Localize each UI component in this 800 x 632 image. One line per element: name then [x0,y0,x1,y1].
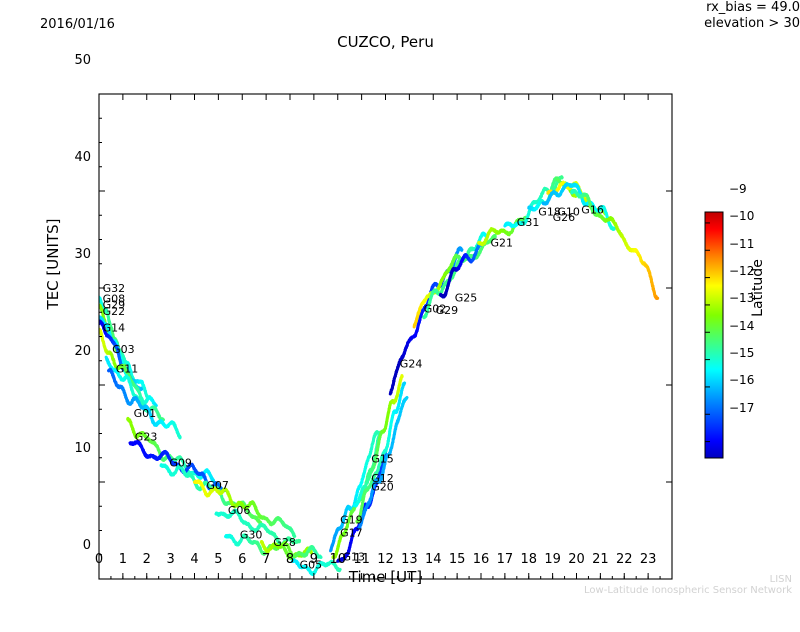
elevation-text: elevation > 30 [0,16,800,32]
watermark-line-2: Low-Latitude Ionospheric Sensor Network [584,585,792,596]
date-label: 2016/01/16 [40,17,115,32]
y-axis-label: TEC [UNITS] [44,164,62,364]
plot-canvas: 2016/01/16 rx_bias = 49.0 elevation > 30… [0,0,800,600]
lisn-watermark: LISN Low-Latitude Ionospheric Sensor Net… [584,574,792,596]
tec-scatter-plot: G32G08G29G22G14G03G11G01G23G09G07G06G30G… [0,32,800,632]
plot-annotation: rx_bias = 49.0 elevation > 30 [0,0,800,32]
rx-bias-text: rx_bias = 49.0 [0,0,800,16]
page-title: CUZCO, Peru [0,33,771,51]
data-series-layer [99,177,658,575]
watermark-line-1: LISN [584,574,792,585]
